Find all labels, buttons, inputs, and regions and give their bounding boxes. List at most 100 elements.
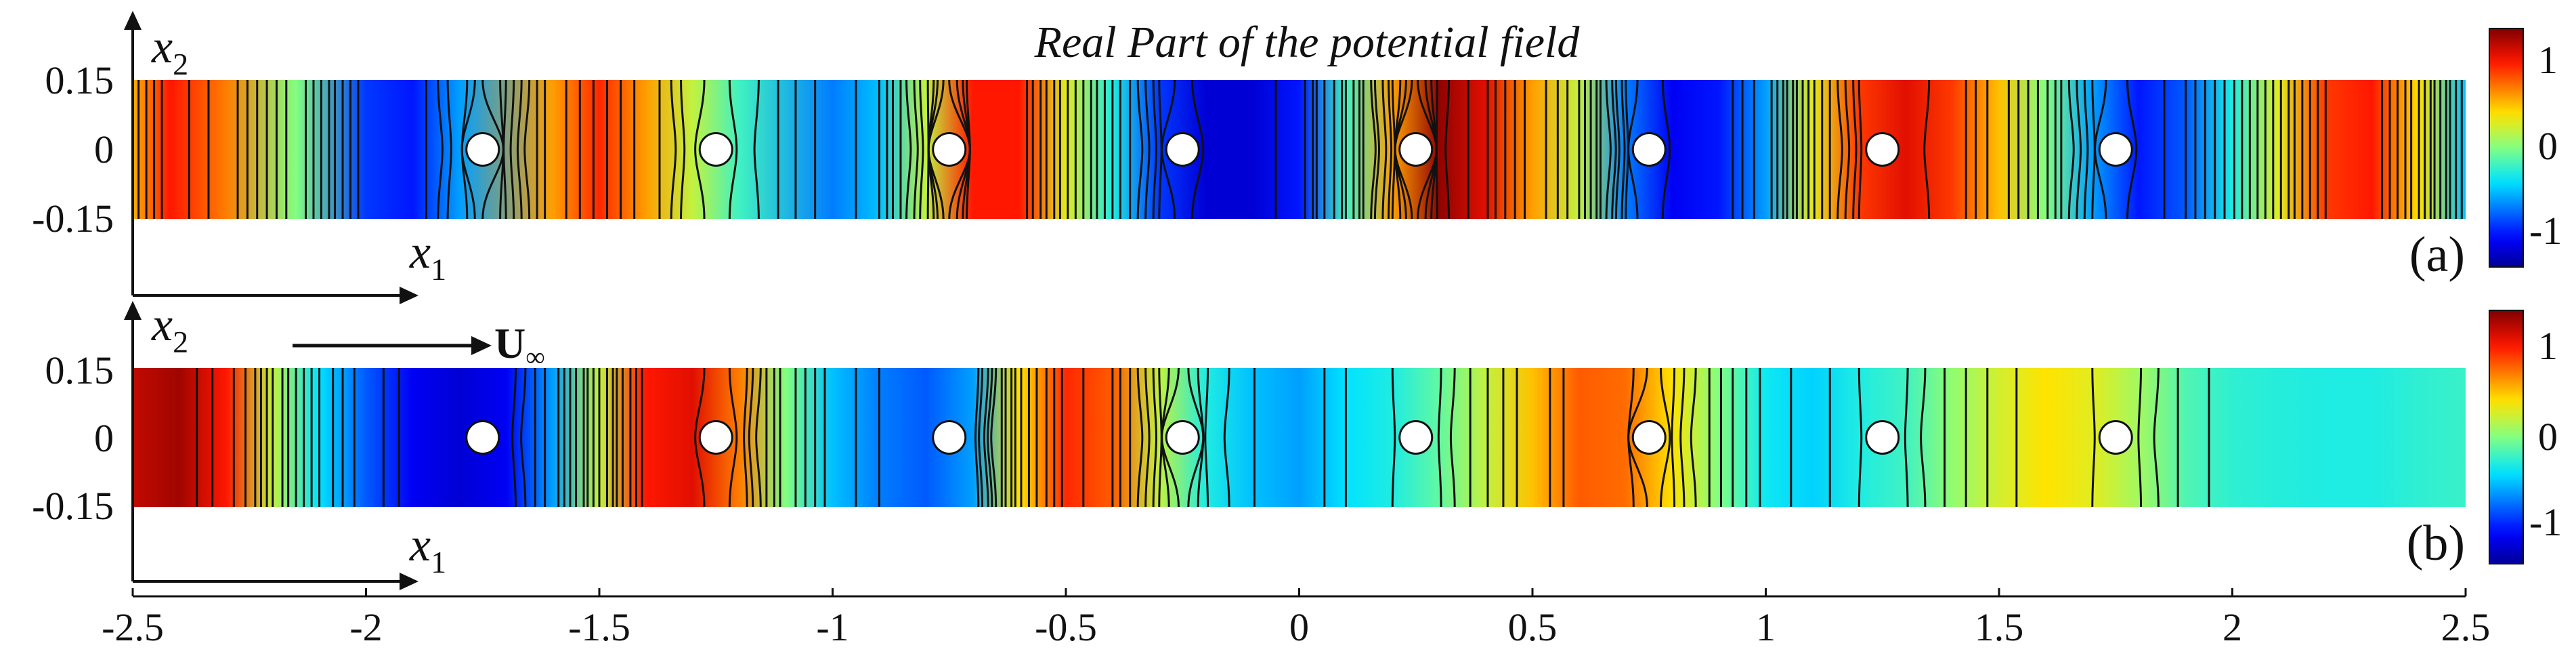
obstacle-circle [1865,132,1900,167]
contour-line [1858,79,1863,220]
contour-line [753,79,760,220]
cbar-b-tick-bottom: -1 [2529,500,2562,544]
contour-line [460,79,476,220]
contour-line [983,367,989,508]
contour-line [516,79,523,220]
contour-line [974,367,980,508]
contours-a [137,79,2463,220]
x-ticks: -2.5 -2 -1.5 -1 -0.5 0 0.5 1 1.5 2 2.5 [102,588,2490,649]
xlabel-b: x1 [409,519,446,579]
contour-line [1659,367,1671,508]
panel-a: x2 x1 0.15 0 -0.15 (a) 1 0 -1 [32,11,2562,304]
contour-line [502,79,507,220]
contour-line [1388,79,1393,220]
contour-line [1605,79,1612,220]
contour-line [1394,79,1413,220]
obstacle-circle [698,132,733,167]
contour-line [1161,367,1180,508]
contour-line [1435,79,1438,220]
contour-line [990,367,997,508]
contour-line [1197,367,1205,508]
contour-line [1381,79,1388,220]
panel-b: x2 x1 U∞ 0.15 0 -0.15 (b) 1 0 -1 [32,299,2562,590]
contour-line [1136,79,1144,220]
obstacle-circle [1398,132,1434,167]
contour-line [1671,367,1676,508]
obstacle-circle [465,132,500,167]
contour-line [1161,79,1176,220]
contour-line [2137,367,2143,508]
contour-line [1614,79,1620,220]
contour-line [1920,367,1927,508]
x-axis-arrow-b [400,573,418,590]
contour-line [446,79,452,220]
contour-line [1844,79,1851,220]
ytick-a-bottom: -0.15 [32,197,114,241]
cbar-a-tick-mid: 0 [2538,124,2558,168]
ytick-a-top: 0.15 [45,58,114,102]
contour-line [1923,79,1931,220]
contour-line [743,367,748,508]
ylabel-b: x2 [151,299,188,359]
obstacle-circle [1398,420,1434,455]
contour-line [748,367,754,508]
obstacle-circle [1865,420,1900,455]
x-tick-label: 0 [1289,605,1309,649]
flow-arrow-head [471,336,492,355]
contour-line [523,79,531,220]
colorbar-b [2489,310,2524,564]
contour-line [728,79,738,220]
x-tick-label: -0.5 [1035,605,1097,649]
cbar-a-tick-top: 1 [2538,38,2558,82]
contour-line [905,79,912,220]
x-tick-label: -2 [349,605,382,649]
ytick-b-bottom: -0.15 [32,484,114,528]
contour-line [1837,79,1843,220]
x-axis-arrow-a [400,287,418,304]
contour-line [913,79,919,220]
obstacle-circle [1165,420,1200,455]
ytick-b-top: 0.15 [45,348,114,392]
x-tick-label: -2.5 [102,605,164,649]
contour-line [1144,367,1151,508]
contour-line [1191,79,1205,220]
contour-line [1904,367,1909,508]
contour-line [1437,367,1442,508]
contour-line [1204,367,1209,508]
contour-line [2153,367,2160,508]
contour-line [1373,79,1380,220]
x-tick-label: 0.5 [1508,605,1558,649]
obstacle-circle [1631,132,1667,167]
chart-title: Real Part of the potential field [1034,18,1581,67]
contour-line [1690,367,1697,508]
contour-line [520,367,527,508]
obstacle-circle [1165,132,1200,167]
contour-line [966,79,971,220]
y-axis-arrow-a [124,11,142,30]
contour-line [509,79,515,220]
obstacle-circle [465,420,500,455]
cbar-a-tick-bottom: -1 [2529,209,2562,253]
obstacle-circle [1631,420,1667,455]
contour-line [728,367,738,508]
contour-line [927,79,945,220]
x-tick-label: 2.5 [2441,605,2491,649]
contour-line [1627,367,1648,508]
contour-line [919,79,924,220]
ylabel-a: x2 [151,21,188,81]
contour-line [1370,79,1377,220]
contour-line [670,79,677,220]
obstacle-circle [2098,420,2133,455]
contour-line [2083,79,2089,220]
contour-line [1136,367,1144,508]
x-tick-label: -1 [816,605,849,649]
contour-line [1152,367,1157,508]
contour-line [987,367,993,508]
flow-label: U∞ [494,319,545,372]
contour-line [2067,79,2075,220]
contour-line [694,79,706,220]
panel-label-a: (a) [2409,227,2465,283]
contour-line [755,367,762,508]
contour-line [1679,367,1686,508]
contour-line [1391,367,1396,508]
